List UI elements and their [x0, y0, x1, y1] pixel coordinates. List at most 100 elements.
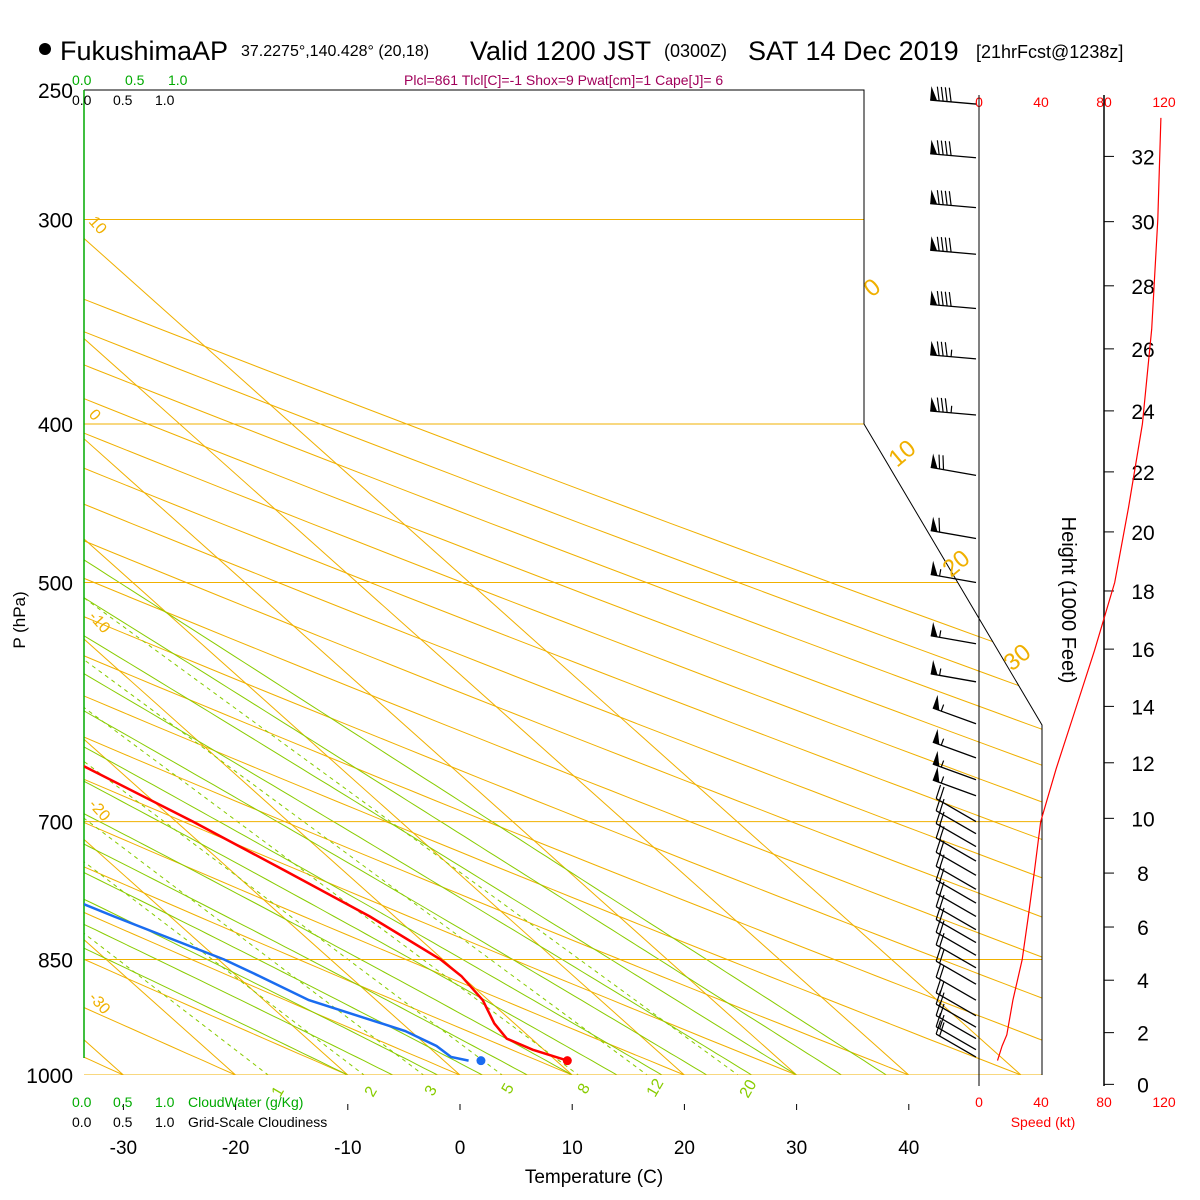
dry-adiabat-line: [84, 90, 656, 1075]
mixing-ratio-label: 20: [737, 1077, 761, 1101]
pressure-tick-label: 250: [38, 80, 73, 103]
cloudiness-bottom-tick: 0.5: [113, 1114, 133, 1130]
height-axis-label: Height (1000 Feet): [1057, 517, 1079, 684]
wind-barb: [930, 340, 977, 360]
height-tick-label: 16: [1131, 639, 1154, 662]
wind-barb: [935, 963, 977, 1001]
dry-adiabat-line: [84, 90, 1042, 1075]
cloudwater-bottom-tick: 0.0: [72, 1094, 92, 1110]
x-tick-label: 40: [898, 1138, 919, 1159]
height-tick-label: 22: [1131, 462, 1154, 485]
dry-adiabat-line: [84, 90, 542, 1075]
dry-adiabat-line: [84, 90, 770, 1075]
dry-adiabat-label: 0: [859, 273, 887, 302]
cloudiness-top-tick: 1.0: [155, 92, 175, 108]
speed-bottom-tick: 120: [1152, 1094, 1176, 1110]
dry-adiabat-line: [84, 90, 315, 1075]
wind-barb: [930, 189, 977, 209]
cloudiness-bottom-tick: 0.0: [72, 1114, 92, 1130]
wind-barb: [930, 621, 977, 645]
mixing-ratio-line: [84, 423, 695, 1075]
dry-adiabat-line: [84, 90, 1042, 1075]
moist-adiabat-line: [84, 90, 393, 1075]
pressure-tick-label: 700: [38, 812, 73, 835]
wind-barb: [935, 1020, 977, 1058]
isotherm-line: [84, 90, 349, 1075]
moist-adiabat-line: [84, 90, 438, 1075]
pressure-tick-label: 850: [38, 950, 73, 973]
cloudwater-bottom-tick: 0.5: [113, 1094, 133, 1110]
wind-barb: [932, 766, 977, 797]
dry-adiabat-line: [84, 90, 1042, 1075]
wind-barb: [930, 290, 977, 310]
mixing-ratio-label: 5: [499, 1081, 518, 1097]
dry-adiabat-line: [84, 90, 998, 1075]
station-coords: 37.2275°,140.428° (20,18): [241, 43, 429, 60]
height-tick-label: 18: [1131, 581, 1154, 604]
station-name: FukushimaAP: [60, 36, 228, 66]
mixing-ratio-line: [84, 423, 314, 1075]
cloudiness-top-tick: 0.5: [113, 92, 133, 108]
height-tick-label: 0: [1137, 1074, 1149, 1097]
speed-top-tick: 120: [1152, 94, 1176, 110]
wind-barb: [935, 947, 977, 985]
mixing-ratio-line: [84, 423, 410, 1075]
speed-bottom-tick: 40: [1033, 1094, 1049, 1110]
isotherm-label: -30: [85, 989, 113, 1018]
cloudwater-top-tick: 0.5: [125, 72, 145, 88]
height-tick-label: 2: [1137, 1023, 1149, 1046]
dry-adiabat-line: [84, 90, 1042, 1075]
surface-temperature-dot: [562, 1056, 572, 1066]
moist-adiabat-line: [84, 90, 528, 1075]
wind-barb: [930, 516, 977, 540]
isotherm-label: -10: [85, 608, 113, 637]
x-axis-label: Temperature (C): [525, 1167, 663, 1188]
y-axis-label: P (hPa): [10, 591, 29, 648]
moist-adiabat-line: [84, 90, 797, 1075]
height-tick-label: 10: [1131, 808, 1154, 831]
height-tick-label: 6: [1137, 917, 1149, 940]
wind-barb: [935, 838, 977, 876]
wind-barb: [935, 824, 977, 862]
pressure-tick-label: 300: [38, 210, 73, 233]
cloudwater-top-tick: 0.0: [72, 72, 92, 88]
height-tick-label: 30: [1131, 212, 1154, 235]
station-dot-icon: [39, 43, 51, 55]
wind-barb: [930, 236, 977, 255]
dry-adiabat-line: [84, 90, 1042, 1075]
moist-adiabat-line: [84, 90, 349, 1075]
forecast-info: [21hrFcst@1238z]: [976, 42, 1123, 62]
pressure-tick-label: 1000: [26, 1065, 73, 1088]
isotherm-line: [84, 90, 1022, 1075]
wind-barb: [930, 660, 977, 683]
moist-adiabat-line: [84, 90, 663, 1075]
isotherm-line: [84, 90, 461, 1075]
isotherm-line: [84, 90, 236, 1075]
dry-adiabat-line: [84, 90, 1042, 1075]
surface-dewpoint-dot: [476, 1056, 486, 1066]
wind-barb: [930, 453, 977, 476]
dry-adiabat-label: 30: [999, 639, 1037, 677]
moist-adiabat-line: [84, 90, 887, 1075]
pressure-tick-label: 400: [38, 414, 73, 437]
mixing-ratio-label: 8: [575, 1081, 594, 1097]
valid-time: Valid 1200 JST: [470, 36, 651, 66]
dry-adiabat-line: [84, 90, 1042, 1075]
height-tick-label: 28: [1131, 276, 1154, 299]
x-tick-label: 10: [562, 1138, 583, 1159]
speed-profile-line: [996, 117, 1162, 1061]
wind-barb: [932, 694, 977, 725]
moist-adiabat-line: [84, 90, 573, 1075]
height-tick-label: 14: [1131, 696, 1155, 719]
height-tick-label: 4: [1137, 970, 1149, 993]
speed-bottom-label: Speed (kt): [1011, 1114, 1076, 1130]
mixing-ratio-label: 2: [362, 1084, 381, 1100]
pressure-tick-label: 500: [38, 573, 73, 596]
dry-adiabat-line: [84, 90, 1042, 1075]
mixing-ratio-line: [84, 423, 786, 1075]
moist-adiabat-line: [84, 90, 618, 1075]
height-tick-label: 12: [1131, 753, 1154, 776]
wind-barb: [935, 931, 977, 969]
isotherm-label: 10: [85, 213, 110, 238]
wind-barb: [930, 86, 977, 105]
